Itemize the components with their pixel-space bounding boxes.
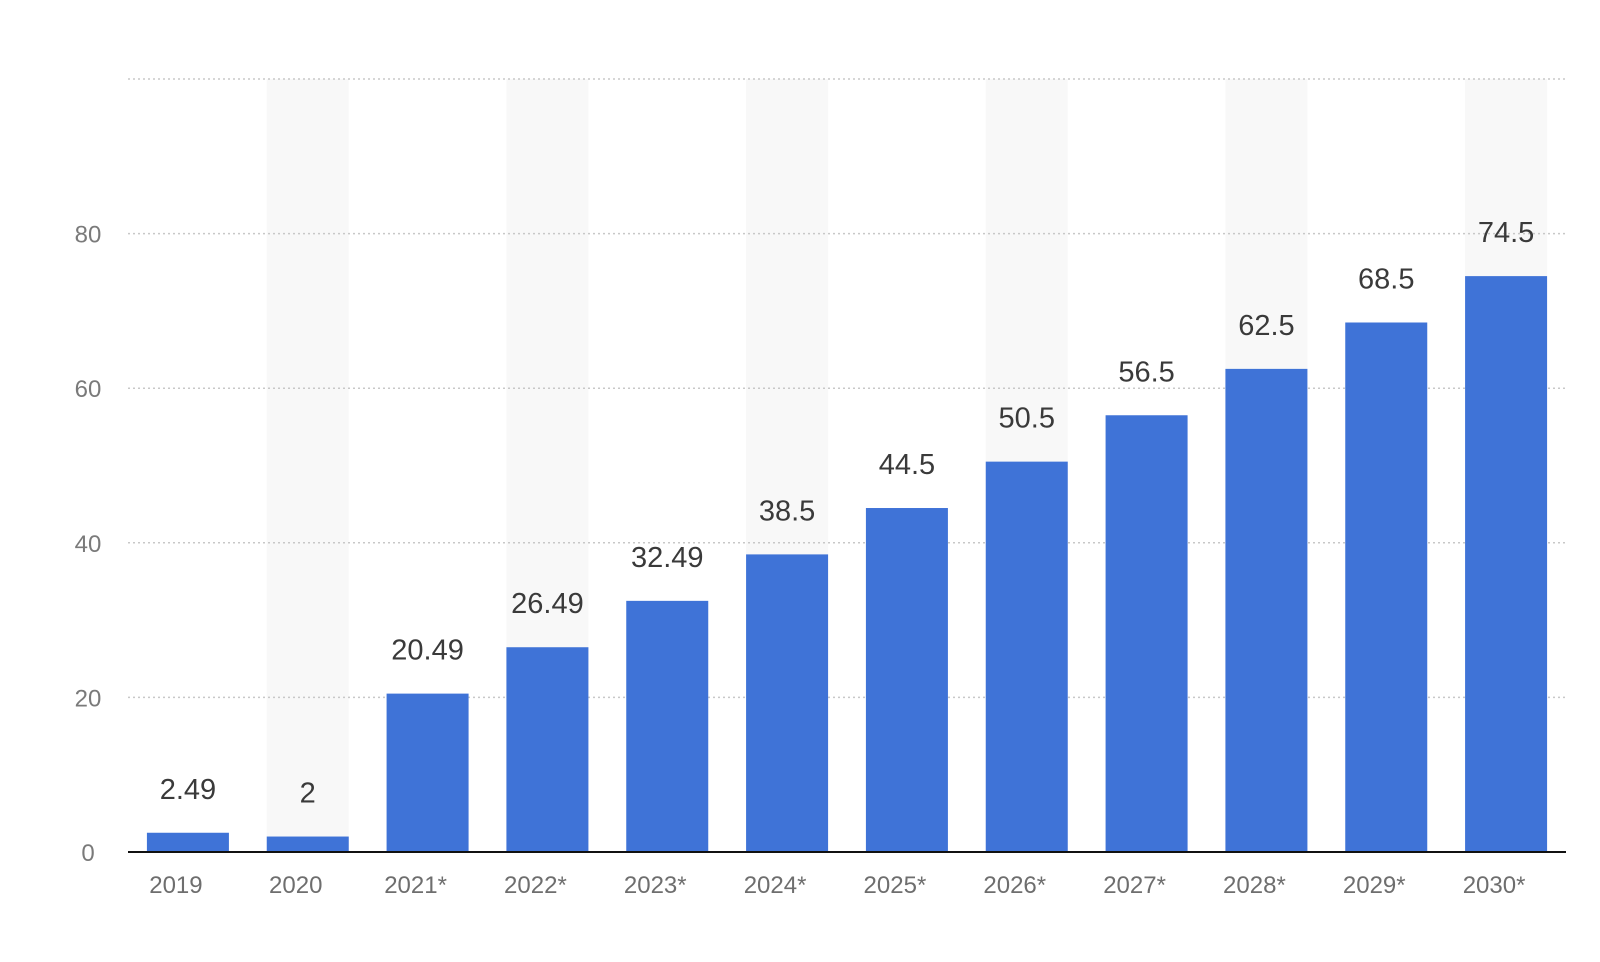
- bars: [146, 276, 1548, 852]
- x-tick-label: 2024*: [744, 872, 807, 899]
- bar[interactable]: [146, 832, 229, 852]
- x-tick-label: 2019: [149, 872, 202, 899]
- y-tick-label: 40: [75, 531, 102, 558]
- data-label: 50.5: [999, 403, 1055, 435]
- data-label: 44.5: [879, 449, 935, 481]
- bar[interactable]: [1345, 322, 1428, 852]
- data-label: 20.49: [391, 635, 464, 667]
- bar[interactable]: [1105, 415, 1188, 852]
- data-label: 2.49: [160, 774, 216, 806]
- bar[interactable]: [865, 508, 948, 852]
- y-tick-label: 0: [81, 840, 94, 867]
- bar[interactable]: [746, 554, 829, 852]
- bar[interactable]: [626, 600, 709, 852]
- x-tick-label: 2020: [269, 872, 322, 899]
- y-axis: 0 20 40 60 80: [75, 222, 102, 867]
- data-label: 26.49: [511, 588, 584, 620]
- bar[interactable]: [386, 693, 469, 852]
- y-tick-label: 80: [75, 222, 102, 249]
- x-tick-label: 2027*: [1103, 872, 1166, 899]
- data-label: 2: [300, 778, 316, 810]
- x-axis: 2019 2020 2021* 2022* 2023* 2024* 2025* 2026* 20…: [128, 851, 1566, 899]
- x-tick-label: 2021*: [384, 872, 447, 899]
- y-tick-label: 20: [75, 685, 102, 712]
- column-band: [266, 79, 349, 852]
- bar[interactable]: [1465, 276, 1548, 852]
- data-label: 68.5: [1358, 263, 1414, 295]
- x-tick-label: 2030*: [1463, 872, 1526, 899]
- x-tick-label: 2022*: [504, 872, 567, 899]
- x-tick-label: 2029*: [1343, 872, 1406, 899]
- y-tick-label: 60: [75, 376, 102, 403]
- x-tick-label: 2023*: [624, 872, 687, 899]
- x-tick-label: 2026*: [983, 872, 1046, 899]
- x-tick-label: 2028*: [1223, 872, 1286, 899]
- data-label: 74.5: [1478, 217, 1534, 249]
- data-label: 56.5: [1118, 356, 1174, 388]
- data-labels: 2.49 2 20.49 26.49 32.49 38.5 44.5 50.5 56.5 62.5…: [160, 217, 1535, 809]
- data-label: 32.49: [631, 542, 704, 574]
- data-label: 38.5: [759, 495, 815, 527]
- data-label: 62.5: [1238, 310, 1294, 342]
- bar[interactable]: [266, 836, 349, 852]
- bar[interactable]: [506, 647, 589, 852]
- x-tick-label: 2025*: [864, 872, 927, 899]
- bar[interactable]: [985, 461, 1068, 852]
- bar[interactable]: [1225, 368, 1308, 852]
